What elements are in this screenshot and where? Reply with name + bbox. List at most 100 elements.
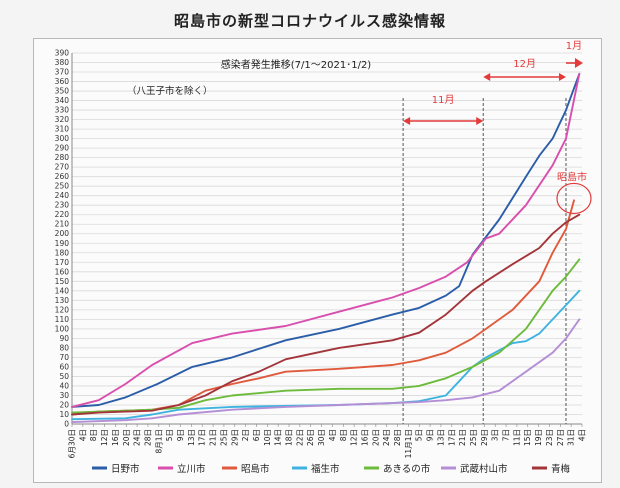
akishima-highlight-circle	[556, 182, 592, 215]
x-tick-label: 29日	[230, 429, 239, 446]
dec-arrow-head-left	[483, 73, 491, 81]
y-tick-label: 370	[55, 68, 70, 77]
y-tick-label: 120	[55, 305, 70, 314]
dec-arrow-head-right	[558, 73, 566, 81]
y-tick-label: 90	[59, 334, 69, 343]
y-tick-label: 170	[55, 258, 70, 267]
legend-label: 福生市	[311, 463, 340, 475]
page-title: 昭島市の新型コロナウイルス感染情報	[173, 12, 446, 30]
y-tick-label: 330	[55, 106, 70, 115]
y-tick-label: 60	[59, 362, 69, 371]
x-tick-label: 14日	[274, 429, 283, 446]
y-tick-label: 250	[55, 182, 70, 191]
y-tick-label: 340	[55, 96, 70, 105]
x-tick-label: 20日	[371, 429, 380, 446]
y-tick-label: 240	[55, 191, 70, 200]
x-tick-label: 16日	[111, 429, 120, 446]
x-tick-label: 22日	[295, 429, 304, 446]
y-tick-label: 100	[55, 324, 70, 333]
nov-arrow-head-right	[476, 117, 484, 125]
x-tick-label: 16日	[360, 429, 369, 446]
nov-label: 11月	[432, 94, 455, 106]
y-tick-label: 270	[55, 163, 70, 172]
y-tick-label: 110	[55, 315, 70, 324]
y-tick-label: 140	[55, 286, 70, 295]
x-tick-label: 6日	[252, 429, 261, 441]
x-tick-label: 2日	[241, 429, 250, 441]
y-tick-label: 160	[55, 267, 70, 276]
y-tick-label: 390	[55, 49, 70, 58]
y-tick-label: 180	[55, 248, 70, 257]
y-tick-label: 220	[55, 210, 70, 219]
x-tick-label: 28日	[143, 429, 152, 446]
x-tick-label: 26日	[306, 429, 315, 446]
y-tick-label: 80	[59, 343, 69, 352]
x-tick-label: 10日	[263, 429, 272, 446]
y-tick-label: 20	[59, 400, 69, 409]
x-tick-label: 19日	[534, 429, 543, 446]
x-tick-label: 8日	[339, 429, 348, 441]
legend-label: 立川市	[177, 463, 206, 475]
x-tick-label: 17日	[198, 429, 207, 446]
y-tick-label: 300	[55, 134, 70, 143]
x-tick-label: 15日	[523, 429, 532, 446]
y-tick-label: 350	[55, 87, 70, 96]
y-tick-label: 230	[55, 201, 70, 210]
y-tick-label: 70	[59, 353, 69, 362]
x-tick-label: 24日	[382, 429, 391, 446]
chart-title: 感染者発生推移(7/1～2021･1/2)	[221, 58, 372, 71]
dec-label: 12月	[513, 58, 536, 70]
y-tick-label: 150	[55, 277, 70, 286]
x-tick-label: 12日	[350, 429, 359, 446]
y-tick-label: 360	[55, 77, 70, 86]
x-tick-label: 5日	[165, 429, 174, 441]
x-tick-label: 24日	[133, 429, 142, 446]
x-tick-label: 4日	[578, 429, 587, 441]
legend-label: 昭島市	[241, 463, 270, 475]
x-tick-label: 25日	[219, 429, 228, 446]
y-tick-label: 260	[55, 172, 70, 181]
x-tick-label: 28日	[393, 429, 402, 446]
legend-label: 青梅	[551, 463, 571, 475]
x-tick-label: 25日	[469, 429, 478, 446]
x-tick-label: 6月30日	[68, 429, 77, 458]
jan-arrow-head	[574, 58, 583, 68]
y-tick-label: 30	[59, 391, 69, 400]
y-tick-label: 280	[55, 153, 70, 162]
y-tick-label: 40	[59, 381, 69, 390]
chart: 0102030405060708090100110120130140150160…	[55, 40, 592, 475]
x-tick-label: 27日	[556, 429, 565, 446]
x-tick-label: 7日	[502, 429, 511, 441]
y-tick-label: 190	[55, 239, 70, 248]
chart-note: （八王子市を除く）	[127, 85, 213, 97]
y-tick-label: 50	[59, 372, 69, 381]
akishima-label: 昭島市	[557, 170, 587, 183]
y-tick-label: 200	[55, 229, 70, 238]
chart-frame: 0 10 20 30 40 50 60 70 80 90 100 110 120 130 140 150 160…	[33, 38, 602, 483]
series-line-昭島市	[71, 199, 575, 416]
x-tick-label: 13日	[187, 429, 196, 446]
x-tick-label: 8月1日	[154, 429, 163, 454]
x-tick-label: 5日	[415, 429, 424, 441]
x-tick-label: 12日	[100, 429, 109, 446]
legend-label: 武蔵村山市	[460, 463, 508, 475]
x-tick-label: 9日	[426, 429, 435, 441]
y-tick-label: 10	[59, 410, 69, 419]
x-tick-label: 11日	[512, 429, 521, 446]
legend-label: 日野市	[111, 463, 140, 475]
y-tick-label: 0	[64, 420, 69, 429]
y-tick-label: 380	[55, 58, 70, 67]
y-tick-label: 310	[55, 125, 70, 134]
x-tick-label: 13日	[436, 429, 445, 446]
x-tick-label: 21日	[209, 429, 218, 446]
x-tick-label: 29日	[480, 429, 489, 446]
x-tick-label: 20日	[122, 429, 131, 446]
series-line-立川市	[71, 72, 581, 408]
x-tick-label: 8日	[89, 429, 98, 441]
series-line-武蔵村山市	[71, 318, 581, 424]
x-tick-label: 23日	[545, 429, 554, 446]
series-line-日野市	[71, 72, 581, 408]
y-tick-label: 290	[55, 144, 70, 153]
x-tick-label: 30日	[317, 429, 326, 446]
